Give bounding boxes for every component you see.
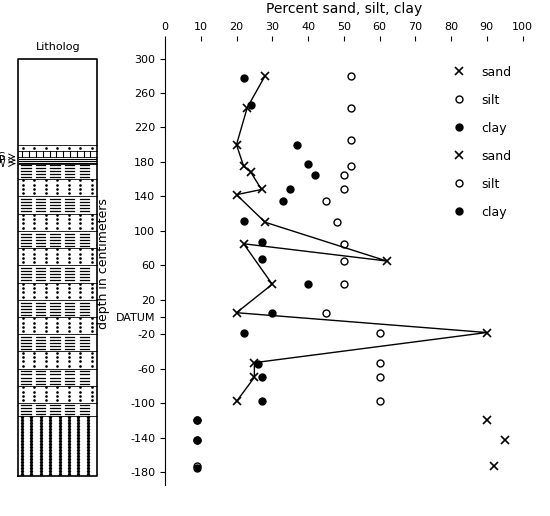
- sand: [233, 191, 240, 198]
- clay: [258, 239, 265, 245]
- sand: [262, 219, 268, 225]
- clay: [294, 141, 300, 148]
- silt: [340, 281, 347, 287]
- Y-axis label: depth in centimeters: depth in centimeters: [97, 198, 110, 329]
- clay: [248, 102, 254, 108]
- Title: Percent sand, silt, clay: Percent sand, silt, clay: [266, 2, 422, 16]
- sand: [483, 417, 490, 424]
- sand: [251, 360, 257, 366]
- clay: [258, 256, 265, 262]
- Legend: sand, silt, clay, sand, silt, clay: sand, silt, clay, sand, silt, clay: [441, 61, 516, 224]
- silt: [340, 172, 347, 178]
- silt: [376, 374, 383, 380]
- Text: G: G: [0, 152, 6, 162]
- silt: [376, 360, 383, 366]
- clay: [258, 374, 265, 380]
- Line: silt: silt: [194, 72, 383, 470]
- sand: [233, 310, 240, 316]
- clay: [269, 310, 276, 316]
- clay: [258, 398, 265, 405]
- sand: [258, 186, 265, 192]
- silt: [194, 463, 201, 469]
- sand: [240, 240, 247, 247]
- sand: [383, 258, 390, 264]
- sand: [502, 437, 508, 443]
- silt: [340, 258, 347, 264]
- clay: [240, 75, 247, 82]
- clay: [240, 329, 247, 335]
- Text: W: W: [0, 158, 6, 169]
- silt: [340, 186, 347, 192]
- clay: [194, 417, 201, 424]
- sand: [240, 163, 247, 169]
- silt: [333, 219, 340, 225]
- silt: [348, 163, 354, 169]
- clay: [255, 361, 261, 367]
- Line: clay: clay: [194, 75, 318, 471]
- silt: [348, 105, 354, 111]
- silt: [348, 73, 354, 79]
- sand: [262, 73, 268, 79]
- clay: [280, 198, 287, 204]
- sand: [269, 281, 276, 287]
- Text: Litholog: Litholog: [35, 42, 80, 52]
- clay: [305, 160, 311, 167]
- clay: [240, 217, 247, 223]
- clay: [194, 437, 201, 443]
- sand: [251, 374, 257, 380]
- Line: sand: sand: [232, 72, 509, 470]
- sand: [233, 398, 240, 405]
- silt: [376, 329, 383, 335]
- clay: [287, 186, 294, 192]
- silt: [194, 437, 201, 443]
- sand: [248, 169, 254, 175]
- clay: [305, 281, 311, 287]
- silt: [194, 417, 201, 424]
- clay: [312, 172, 318, 178]
- silt: [322, 198, 329, 204]
- silt: [322, 310, 329, 316]
- silt: [340, 240, 347, 247]
- sand: [491, 463, 497, 469]
- silt: [376, 398, 383, 405]
- silt: [348, 137, 354, 143]
- sand: [233, 141, 240, 148]
- sand: [244, 105, 251, 111]
- Text: P: P: [0, 155, 6, 165]
- sand: [483, 329, 490, 335]
- clay: [194, 465, 201, 471]
